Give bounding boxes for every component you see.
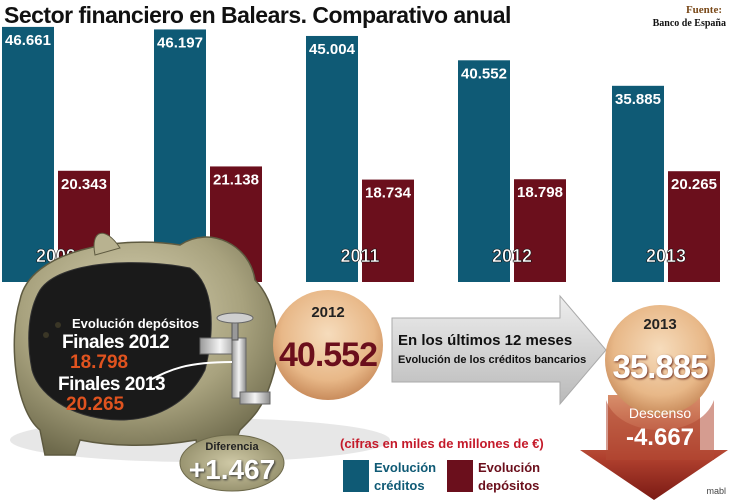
circle-2012 [273, 290, 383, 400]
difference-label: Diferencia [205, 441, 259, 453]
value-label-depositos-2011: 18.734 [365, 185, 412, 202]
circle-2012-value: 40.552 [279, 336, 378, 374]
legend-label-depositos-2: depósitos [478, 478, 540, 493]
piggy-bank [10, 232, 390, 462]
bar-depositos-2013 [668, 171, 720, 282]
faucet-icon [199, 312, 271, 405]
author-credit: mabl [706, 486, 726, 496]
chart-title: Sector financiero en Balears. Comparativ… [4, 2, 511, 28]
legend-label-creditos-1: Evolución [374, 460, 437, 475]
legend-swatch-depositos [447, 460, 473, 492]
units-note: (cifras en miles de millones de €) [340, 436, 544, 451]
bar-creditos-2011 [306, 35, 358, 282]
bar-depositos-2011 [362, 179, 414, 282]
arrow-line1: En los últimos 12 meses [398, 332, 573, 349]
value-label-depositos-2012: 18.798 [517, 184, 563, 201]
value-label-creditos-2012: 40.552 [461, 65, 507, 82]
source-label: Fuente: [685, 4, 722, 16]
circle-2013 [605, 305, 715, 415]
arrow-line2: Evolución de los créditos bancarios [398, 354, 587, 366]
category-label-2013: 2013 [646, 246, 686, 266]
bar-creditos-2009 [2, 26, 54, 282]
legend-label-depositos-1: Evolución [478, 460, 541, 475]
bar-creditos-2012 [458, 60, 510, 282]
piggy-line2-label: Finales 2013 [58, 374, 166, 395]
piggy-heading: Evolución depósitos [72, 316, 200, 331]
legend-swatch-creditos [343, 460, 369, 492]
descent-label: Descenso [628, 405, 692, 421]
value-label-creditos-2011: 45.004 [309, 41, 356, 58]
value-label-creditos-2013: 35.885 [615, 91, 661, 108]
category-label-2011: 2011 [340, 246, 379, 266]
category-label-2012: 2012 [492, 246, 532, 266]
piggy-line1-value: 18.798 [70, 352, 129, 373]
value-label-depositos-2009: 20.343 [61, 176, 107, 193]
bar-creditos-2013 [612, 85, 664, 282]
descent-value: -4.667 [625, 424, 695, 451]
bar-depositos-2012 [514, 179, 566, 282]
circle-2013-year: 2013 [643, 316, 677, 333]
difference-value: +1.467 [188, 454, 276, 485]
value-label-depositos-2010: 21.138 [213, 171, 259, 188]
legend-label-creditos-2: créditos [374, 478, 425, 493]
piggy-line2-value: 20.265 [66, 394, 125, 415]
circle-2012-year: 2012 [311, 304, 345, 321]
value-label-depositos-2013: 20.265 [671, 176, 717, 193]
arrow-right-icon [391, 294, 607, 406]
piggy-line1-label: Finales 2012 [62, 332, 170, 353]
circle-2013-value: 35.885 [612, 348, 709, 385]
value-label-creditos-2010: 46.197 [157, 34, 203, 51]
value-label-creditos-2009: 46.661 [5, 32, 51, 49]
source-name: Banco de España [652, 18, 726, 29]
difference-badge [179, 434, 285, 492]
